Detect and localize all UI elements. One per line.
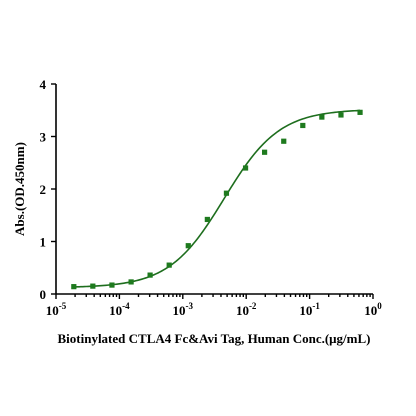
data-point: [357, 109, 363, 115]
data-point: [109, 282, 115, 288]
x-tick-label: 10-2: [236, 301, 257, 318]
data-point: [71, 284, 77, 290]
data-point: [223, 190, 230, 196]
y-tick-label: 3: [40, 130, 47, 145]
y-tick-label: 4: [40, 77, 47, 92]
data-point: [281, 138, 287, 144]
axes: [55, 84, 373, 295]
data-point: [300, 122, 306, 129]
y-tick-label: 0: [40, 287, 47, 302]
data-point: [185, 243, 191, 249]
data-point: [261, 149, 268, 155]
data-point: [147, 272, 153, 278]
x-tick-label: 10-4: [109, 301, 130, 318]
data-point: [166, 262, 172, 268]
x-tick-label: 10-1: [299, 301, 320, 318]
data-point: [319, 114, 325, 120]
y-ticks: 0 1 2 3 4: [40, 77, 56, 302]
data-points: [71, 109, 363, 290]
x-axis-title: Biotinylated CTLA4 Fc&Avi Tag, Human Con…: [57, 331, 370, 346]
y-tick-label: 2: [40, 182, 47, 197]
data-point: [128, 279, 134, 285]
x-tick-label: 10-3: [173, 301, 194, 318]
x-tick-label: 10-5: [46, 301, 67, 318]
data-point: [338, 112, 344, 118]
x-tick-label: 100: [364, 301, 382, 318]
y-axis-title: Abs.(OD.450nm): [12, 142, 27, 236]
fit-curve: [73, 109, 361, 288]
data-point: [90, 283, 96, 289]
data-point: [204, 216, 210, 223]
data-point: [242, 165, 249, 171]
x-ticks: 10-5 10-4 10-3 10-2 10-1 100: [46, 294, 382, 318]
y-tick-label: 1: [40, 235, 47, 250]
